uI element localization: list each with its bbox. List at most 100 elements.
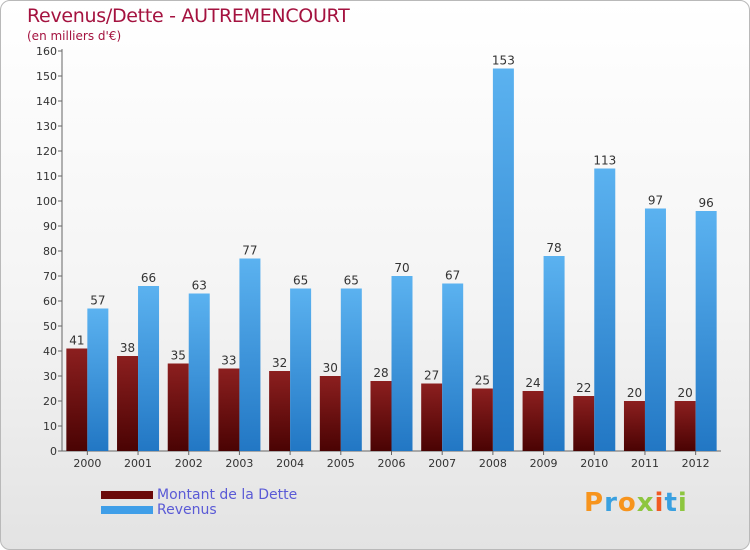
y-tick-label: 120: [36, 145, 57, 158]
chart-title: Revenus/Dette - AUTREMENCOURT: [27, 5, 350, 27]
y-tick-label: 20: [43, 395, 57, 408]
data-label-dette: 28: [373, 366, 388, 380]
data-label-revenus: 67: [445, 269, 460, 283]
logo-letter: i: [677, 488, 688, 518]
bar-revenus: [594, 168, 616, 451]
data-label-revenus: 97: [648, 194, 663, 208]
data-label-dette: 38: [120, 341, 135, 355]
legend: Montant de la Dette Revenus: [101, 487, 298, 518]
x-tick-label: 2003: [225, 457, 253, 470]
x-tick-label: 2002: [175, 457, 203, 470]
bar-revenus: [138, 286, 160, 451]
x-tick-label: 2012: [682, 457, 710, 470]
y-tick-label: 70: [43, 270, 57, 283]
data-label-dette: 20: [627, 386, 642, 400]
chart-subtitle: (en milliers d'€): [27, 29, 122, 43]
legend-label-dette: Montant de la Dette: [157, 487, 298, 503]
x-tick-label: 2011: [631, 457, 659, 470]
data-label-revenus: 78: [546, 241, 561, 255]
y-tick-label: 150: [36, 70, 57, 83]
bar-dette: [218, 368, 240, 451]
data-label-revenus: 66: [141, 271, 156, 285]
bar-dette: [573, 396, 595, 451]
data-label-revenus: 57: [90, 294, 105, 308]
x-tick-label: 2007: [428, 457, 456, 470]
bar-revenus: [492, 68, 514, 451]
y-tick-label: 100: [36, 195, 57, 208]
data-label-dette: 35: [171, 349, 186, 363]
data-label-revenus: 70: [394, 261, 409, 275]
data-label-revenus: 153: [492, 54, 515, 68]
y-tick-label: 130: [36, 120, 57, 133]
data-label-dette: 27: [424, 369, 439, 383]
bar-revenus: [290, 288, 312, 451]
x-axis: 2000 2001 2002 2003 2004 2005 2006 2007 2008 2009…: [62, 450, 721, 470]
proxiti-logo: Proxiti: [584, 488, 688, 518]
logo-letter: t: [664, 488, 678, 518]
x-tick-label: 2008: [479, 457, 507, 470]
bar-dette: [421, 383, 443, 451]
legend-label-revenus: Revenus: [157, 502, 217, 518]
bar-revenus: [543, 256, 565, 451]
x-tick-label: 2009: [530, 457, 558, 470]
x-tick-label: 2010: [580, 457, 608, 470]
x-tick-label: 2006: [378, 457, 406, 470]
bar-dette: [522, 391, 544, 451]
legend-item-revenus: Revenus: [101, 502, 297, 518]
data-label-revenus: 77: [242, 244, 257, 258]
y-tick-label: 50: [43, 320, 57, 333]
data-label-dette: 25: [475, 374, 490, 388]
bar-dette: [269, 371, 291, 451]
bar-dette: [117, 356, 139, 451]
y-tick-label: 0: [50, 445, 57, 458]
bars: 41 57 38 66 35 63 33 77 32 65 30 65 28 70 27 67 25 153 24 7…: [66, 54, 717, 451]
x-tick-label: 2001: [124, 457, 152, 470]
data-label-dette: 33: [221, 354, 236, 368]
bar-dette: [674, 401, 696, 451]
y-tick-label: 140: [36, 95, 57, 108]
data-label-dette: 41: [69, 334, 84, 348]
logo-letter: x: [636, 488, 655, 518]
logo-letter: P: [584, 488, 605, 518]
data-label-revenus: 113: [593, 154, 616, 168]
bar-dette: [370, 381, 392, 451]
legend-swatch-dette: [101, 491, 153, 499]
y-tick-label: 110: [36, 170, 57, 183]
bar-revenus: [644, 208, 666, 451]
y-tick-label: 90: [43, 220, 57, 233]
logo-letter: i: [654, 488, 665, 518]
bar-revenus: [239, 258, 261, 451]
data-label-revenus: 65: [293, 274, 308, 288]
data-label-dette: 30: [323, 361, 338, 375]
y-tick-label: 160: [36, 45, 57, 58]
bar-revenus: [695, 211, 717, 451]
bar-revenus: [340, 288, 362, 451]
data-label-revenus: 63: [192, 279, 207, 293]
data-label-dette: 24: [525, 376, 540, 390]
bar-dette: [66, 348, 88, 451]
x-tick-label: 2000: [73, 457, 101, 470]
data-label-dette: 22: [576, 381, 591, 395]
x-tick-label: 2005: [327, 457, 355, 470]
legend-item-dette: Montant de la Dette: [101, 487, 298, 503]
logo-letter: o: [617, 488, 637, 518]
y-tick-label: 80: [43, 245, 57, 258]
bar-dette: [319, 376, 341, 451]
y-tick-label: 10: [43, 420, 57, 433]
data-label-dette: 20: [678, 386, 693, 400]
bar-revenus: [442, 283, 464, 451]
data-label-dette: 32: [272, 356, 287, 370]
data-label-revenus: 65: [344, 274, 359, 288]
data-label-revenus: 96: [699, 196, 714, 210]
legend-swatch-revenus: [101, 506, 153, 514]
bar-dette: [623, 401, 645, 451]
bar-revenus: [188, 293, 210, 451]
y-tick-label: 40: [43, 345, 57, 358]
x-tick-label: 2004: [276, 457, 304, 470]
y-tick-label: 30: [43, 370, 57, 383]
y-axis: 0 10 20 30 40 50 60 70 80 90 100 110 120 130 140 150 160: [36, 45, 63, 458]
bar-dette: [167, 363, 189, 451]
bar-revenus: [391, 276, 413, 451]
